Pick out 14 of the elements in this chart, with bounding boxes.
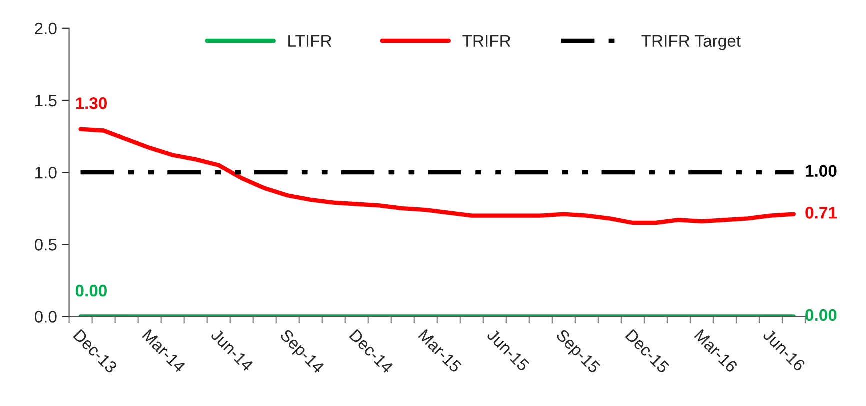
data-label: 1.30 [76,98,107,110]
legend-label: LTIFR [288,35,332,47]
data-label: 0.00 [806,309,837,322]
y-tick-label: 1.0 [36,166,57,179]
data-label: 1.00 [806,165,837,178]
y-tick-label: 2.0 [35,22,57,35]
line-series [78,127,796,226]
y-tick-label: 0.0 [34,311,57,323]
data-label: 0.00 [76,284,107,297]
legend-label: TRIFR Target [642,35,741,50]
y-tick-label: 1.5 [36,95,57,107]
y-tick-label: 0.5 [34,239,57,251]
data-label: 0.71 [806,207,837,219]
legend-label: TRIFR [462,35,511,47]
